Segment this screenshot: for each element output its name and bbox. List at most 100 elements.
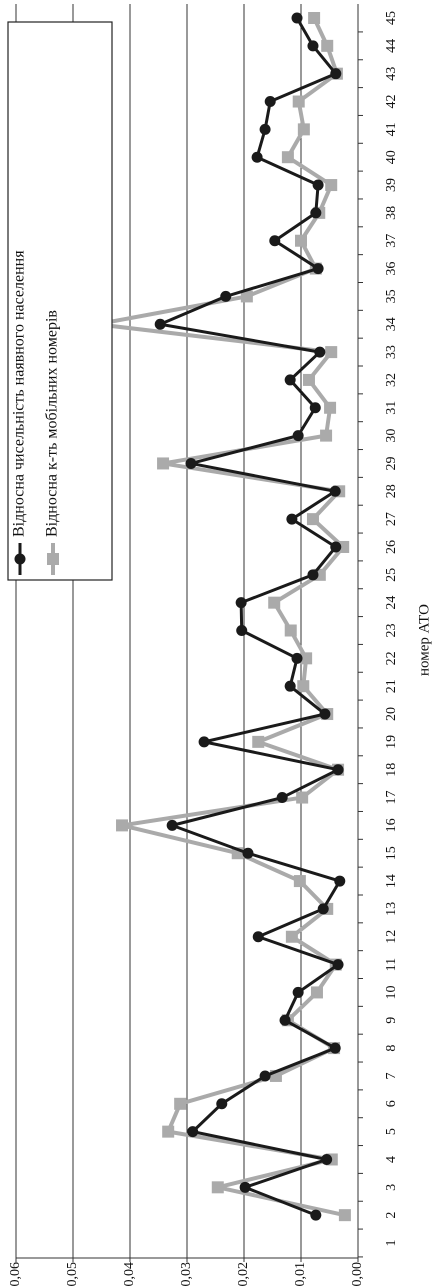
point bbox=[252, 735, 265, 748]
point bbox=[251, 151, 263, 163]
point bbox=[174, 1097, 187, 1110]
point bbox=[220, 290, 232, 302]
point bbox=[309, 402, 321, 414]
point bbox=[269, 235, 281, 247]
point bbox=[236, 625, 248, 636]
legend-marker bbox=[14, 553, 26, 565]
x-tick-label: 25 bbox=[384, 568, 399, 582]
point bbox=[312, 179, 324, 191]
point bbox=[239, 1181, 251, 1193]
point bbox=[338, 1209, 351, 1222]
point bbox=[291, 652, 303, 664]
x-tick-label: 15 bbox=[384, 846, 399, 860]
point bbox=[252, 931, 264, 943]
point bbox=[291, 12, 303, 24]
point bbox=[297, 123, 310, 136]
point bbox=[198, 736, 210, 748]
x-tick-label: 24 bbox=[384, 596, 399, 610]
point bbox=[314, 346, 326, 358]
x-tick-label: 26 bbox=[384, 540, 399, 554]
x-tick-label: 41 bbox=[384, 122, 399, 136]
point bbox=[325, 179, 338, 192]
x-tick-label: 30 bbox=[384, 429, 399, 443]
point bbox=[116, 819, 129, 832]
point bbox=[268, 596, 281, 609]
x-tick-label: 33 bbox=[384, 345, 399, 359]
y-tick-label: 0,01 bbox=[293, 1262, 308, 1287]
point bbox=[332, 959, 344, 971]
x-tick-label: 38 bbox=[384, 206, 399, 220]
x-tick-label: 22 bbox=[384, 651, 399, 665]
x-tick-label: 27 bbox=[384, 512, 399, 526]
point bbox=[310, 207, 322, 219]
rotated-plot: 0,000,010,020,030,040,050,06123456789101… bbox=[7, 4, 432, 1287]
point bbox=[296, 791, 309, 804]
x-tick-label: 34 bbox=[384, 317, 399, 331]
point bbox=[281, 151, 294, 164]
point bbox=[321, 39, 334, 52]
point bbox=[317, 903, 329, 915]
point bbox=[154, 318, 166, 330]
x-tick-label: 29 bbox=[384, 456, 399, 470]
legend-label: Відносна чисельність наявного населення bbox=[11, 250, 28, 537]
x-tick-label: 10 bbox=[384, 985, 399, 999]
point bbox=[310, 986, 323, 999]
point bbox=[284, 374, 296, 386]
point bbox=[187, 1126, 199, 1138]
x-tick-label: 32 bbox=[384, 373, 399, 387]
x-axis-title: номер АТО bbox=[416, 604, 432, 676]
x-tick-label: 8 bbox=[384, 1045, 399, 1052]
point bbox=[259, 1070, 271, 1082]
x-tick-label: 13 bbox=[384, 902, 399, 916]
point bbox=[284, 680, 296, 692]
point bbox=[242, 847, 254, 859]
point bbox=[320, 429, 333, 442]
legend-label: Відносна к-ть мобільних номерів bbox=[44, 310, 61, 537]
point bbox=[285, 930, 298, 943]
x-tick-label: 12 bbox=[384, 930, 399, 944]
point bbox=[307, 569, 319, 581]
x-tick-label: 9 bbox=[384, 1017, 399, 1024]
y-tick-label: 0,00 bbox=[350, 1262, 365, 1287]
x-tick-label: 40 bbox=[384, 150, 399, 164]
x-tick-label: 3 bbox=[384, 1184, 399, 1191]
point bbox=[332, 764, 344, 776]
point bbox=[292, 986, 304, 998]
point bbox=[321, 1153, 333, 1165]
point bbox=[300, 652, 313, 665]
x-tick-label: 16 bbox=[384, 818, 399, 832]
x-tick-label: 28 bbox=[384, 484, 399, 498]
x-tick-label: 20 bbox=[384, 707, 399, 721]
x-tick-label: 45 bbox=[384, 11, 399, 25]
x-tick-label: 4 bbox=[384, 1156, 399, 1163]
point bbox=[166, 819, 178, 831]
point bbox=[324, 401, 337, 414]
x-tick-label: 21 bbox=[384, 679, 399, 693]
legend-box bbox=[7, 21, 113, 581]
point bbox=[295, 234, 307, 247]
point bbox=[286, 513, 298, 525]
point bbox=[240, 290, 253, 303]
point bbox=[279, 1014, 291, 1026]
x-tick-label: 18 bbox=[384, 763, 399, 777]
y-tick-label: 0,02 bbox=[236, 1262, 251, 1287]
legend-marker bbox=[47, 553, 59, 565]
point bbox=[329, 1042, 341, 1054]
point bbox=[264, 96, 276, 108]
point bbox=[330, 68, 342, 80]
x-tick-label: 2 bbox=[384, 1212, 399, 1219]
x-tick-label: 23 bbox=[384, 624, 399, 638]
point bbox=[276, 792, 288, 804]
y-tick-label: 0,04 bbox=[122, 1262, 137, 1287]
point bbox=[319, 708, 331, 720]
point bbox=[157, 457, 170, 470]
x-tick-label: 35 bbox=[384, 289, 399, 303]
point bbox=[211, 1181, 224, 1194]
point bbox=[308, 12, 321, 24]
y-tick-label: 0,03 bbox=[179, 1262, 194, 1287]
point bbox=[292, 95, 305, 108]
x-tick-label: 31 bbox=[384, 401, 399, 415]
x-tick-label: 39 bbox=[384, 178, 399, 192]
x-tick-label: 5 bbox=[384, 1128, 399, 1135]
